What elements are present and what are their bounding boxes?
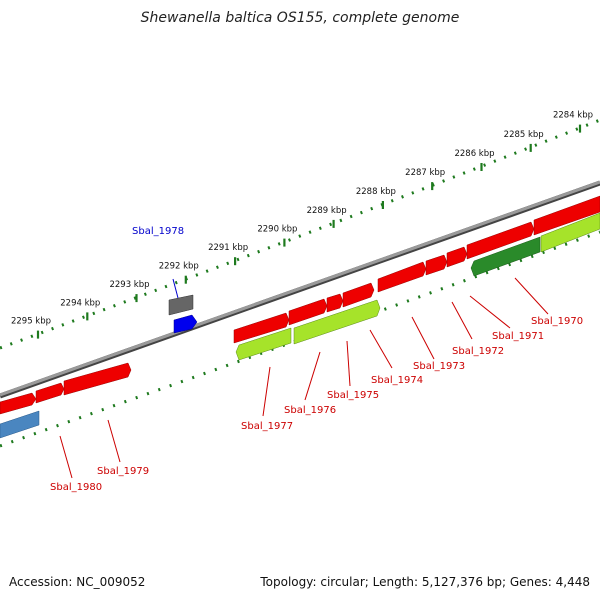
scale-tick-label: 2295 kbp bbox=[11, 317, 51, 327]
gene-feature[interactable] bbox=[326, 293, 344, 313]
gene-label-sbal-1979[interactable]: Sbal_1979 bbox=[97, 466, 149, 477]
scale-tick-label: 2291 kbp bbox=[208, 243, 248, 253]
gene-feature[interactable] bbox=[446, 246, 468, 268]
gene-feature[interactable] bbox=[540, 212, 600, 253]
gene-label-sbal-1971[interactable]: Sbal_1971 bbox=[492, 331, 544, 342]
gene-label-sbal-1978[interactable]: Sbal_1978 bbox=[132, 226, 184, 237]
gene-feature[interactable] bbox=[0, 410, 40, 439]
gene-feature[interactable] bbox=[470, 236, 541, 277]
scale-tick-label: 2294 kbp bbox=[60, 298, 100, 308]
scale-tick-label: 2290 kbp bbox=[257, 225, 297, 235]
gene-feature-blue[interactable] bbox=[173, 314, 198, 334]
forward-strand-genes bbox=[0, 195, 600, 415]
gene-feature[interactable] bbox=[293, 299, 381, 345]
gene-label-sbal-1970[interactable]: Sbal_1970 bbox=[531, 316, 583, 327]
gene-feature[interactable] bbox=[377, 261, 427, 293]
gene-feature[interactable] bbox=[233, 312, 290, 344]
map-title: Shewanella baltica OS155, complete genom… bbox=[141, 10, 460, 26]
gene-label-sbal-1976[interactable]: Sbal_1976 bbox=[284, 405, 336, 416]
scale-tick-label: 2286 kbp bbox=[454, 149, 494, 159]
upper-scale-line bbox=[0, 118, 600, 350]
gene-label-sbal-1972[interactable]: Sbal_1972 bbox=[452, 346, 504, 357]
upper-scale-ticks: 2284 kbp 2285 kbp 2286 kbp 2287 kbp 2288 kbp… bbox=[11, 111, 593, 339]
gene-label-sbal-1977[interactable]: Sbal_1977 bbox=[241, 421, 293, 432]
gene-label-sbal-1974[interactable]: Sbal_1974 bbox=[371, 375, 423, 386]
gene-feature-gray[interactable] bbox=[168, 294, 194, 316]
scale-tick-label: 2284 kbp bbox=[553, 111, 593, 121]
gene-label-sbal-1980[interactable]: Sbal_1980 bbox=[50, 482, 102, 493]
scale-tick-label: 2292 kbp bbox=[159, 262, 199, 272]
scale-tick-label: 2288 kbp bbox=[356, 187, 396, 197]
reverse-strand-genes bbox=[0, 212, 600, 439]
accession-text: Accession: NC_009052 bbox=[9, 575, 145, 589]
gene-feature[interactable] bbox=[288, 298, 328, 326]
gene-label-sbal-1975[interactable]: Sbal_1975 bbox=[327, 390, 379, 401]
gene-label-sbal-1973[interactable]: Sbal_1973 bbox=[413, 361, 465, 372]
label-leaders bbox=[59, 277, 549, 479]
scale-tick-label: 2285 kbp bbox=[504, 130, 544, 140]
gene-feature[interactable] bbox=[63, 362, 132, 396]
gene-feature[interactable] bbox=[235, 327, 292, 361]
gene-feature[interactable] bbox=[342, 282, 375, 308]
gene-feature[interactable] bbox=[0, 392, 37, 415]
genome-backbone bbox=[0, 180, 600, 397]
gene-feature[interactable] bbox=[35, 382, 65, 404]
gene-feature[interactable] bbox=[425, 254, 448, 276]
scale-tick-label: 2289 kbp bbox=[307, 206, 347, 216]
genome-summary-text: Topology: circular; Length: 5,127,376 bp… bbox=[259, 575, 590, 589]
scale-tick-label: 2293 kbp bbox=[109, 280, 149, 290]
gene-feature[interactable] bbox=[533, 195, 600, 236]
gene-labels: Sbal_1970 Sbal_1971 Sbal_1972 Sbal_1973 … bbox=[50, 226, 583, 493]
scale-tick-label: 2287 kbp bbox=[405, 168, 445, 178]
gene-feature[interactable] bbox=[466, 221, 535, 260]
